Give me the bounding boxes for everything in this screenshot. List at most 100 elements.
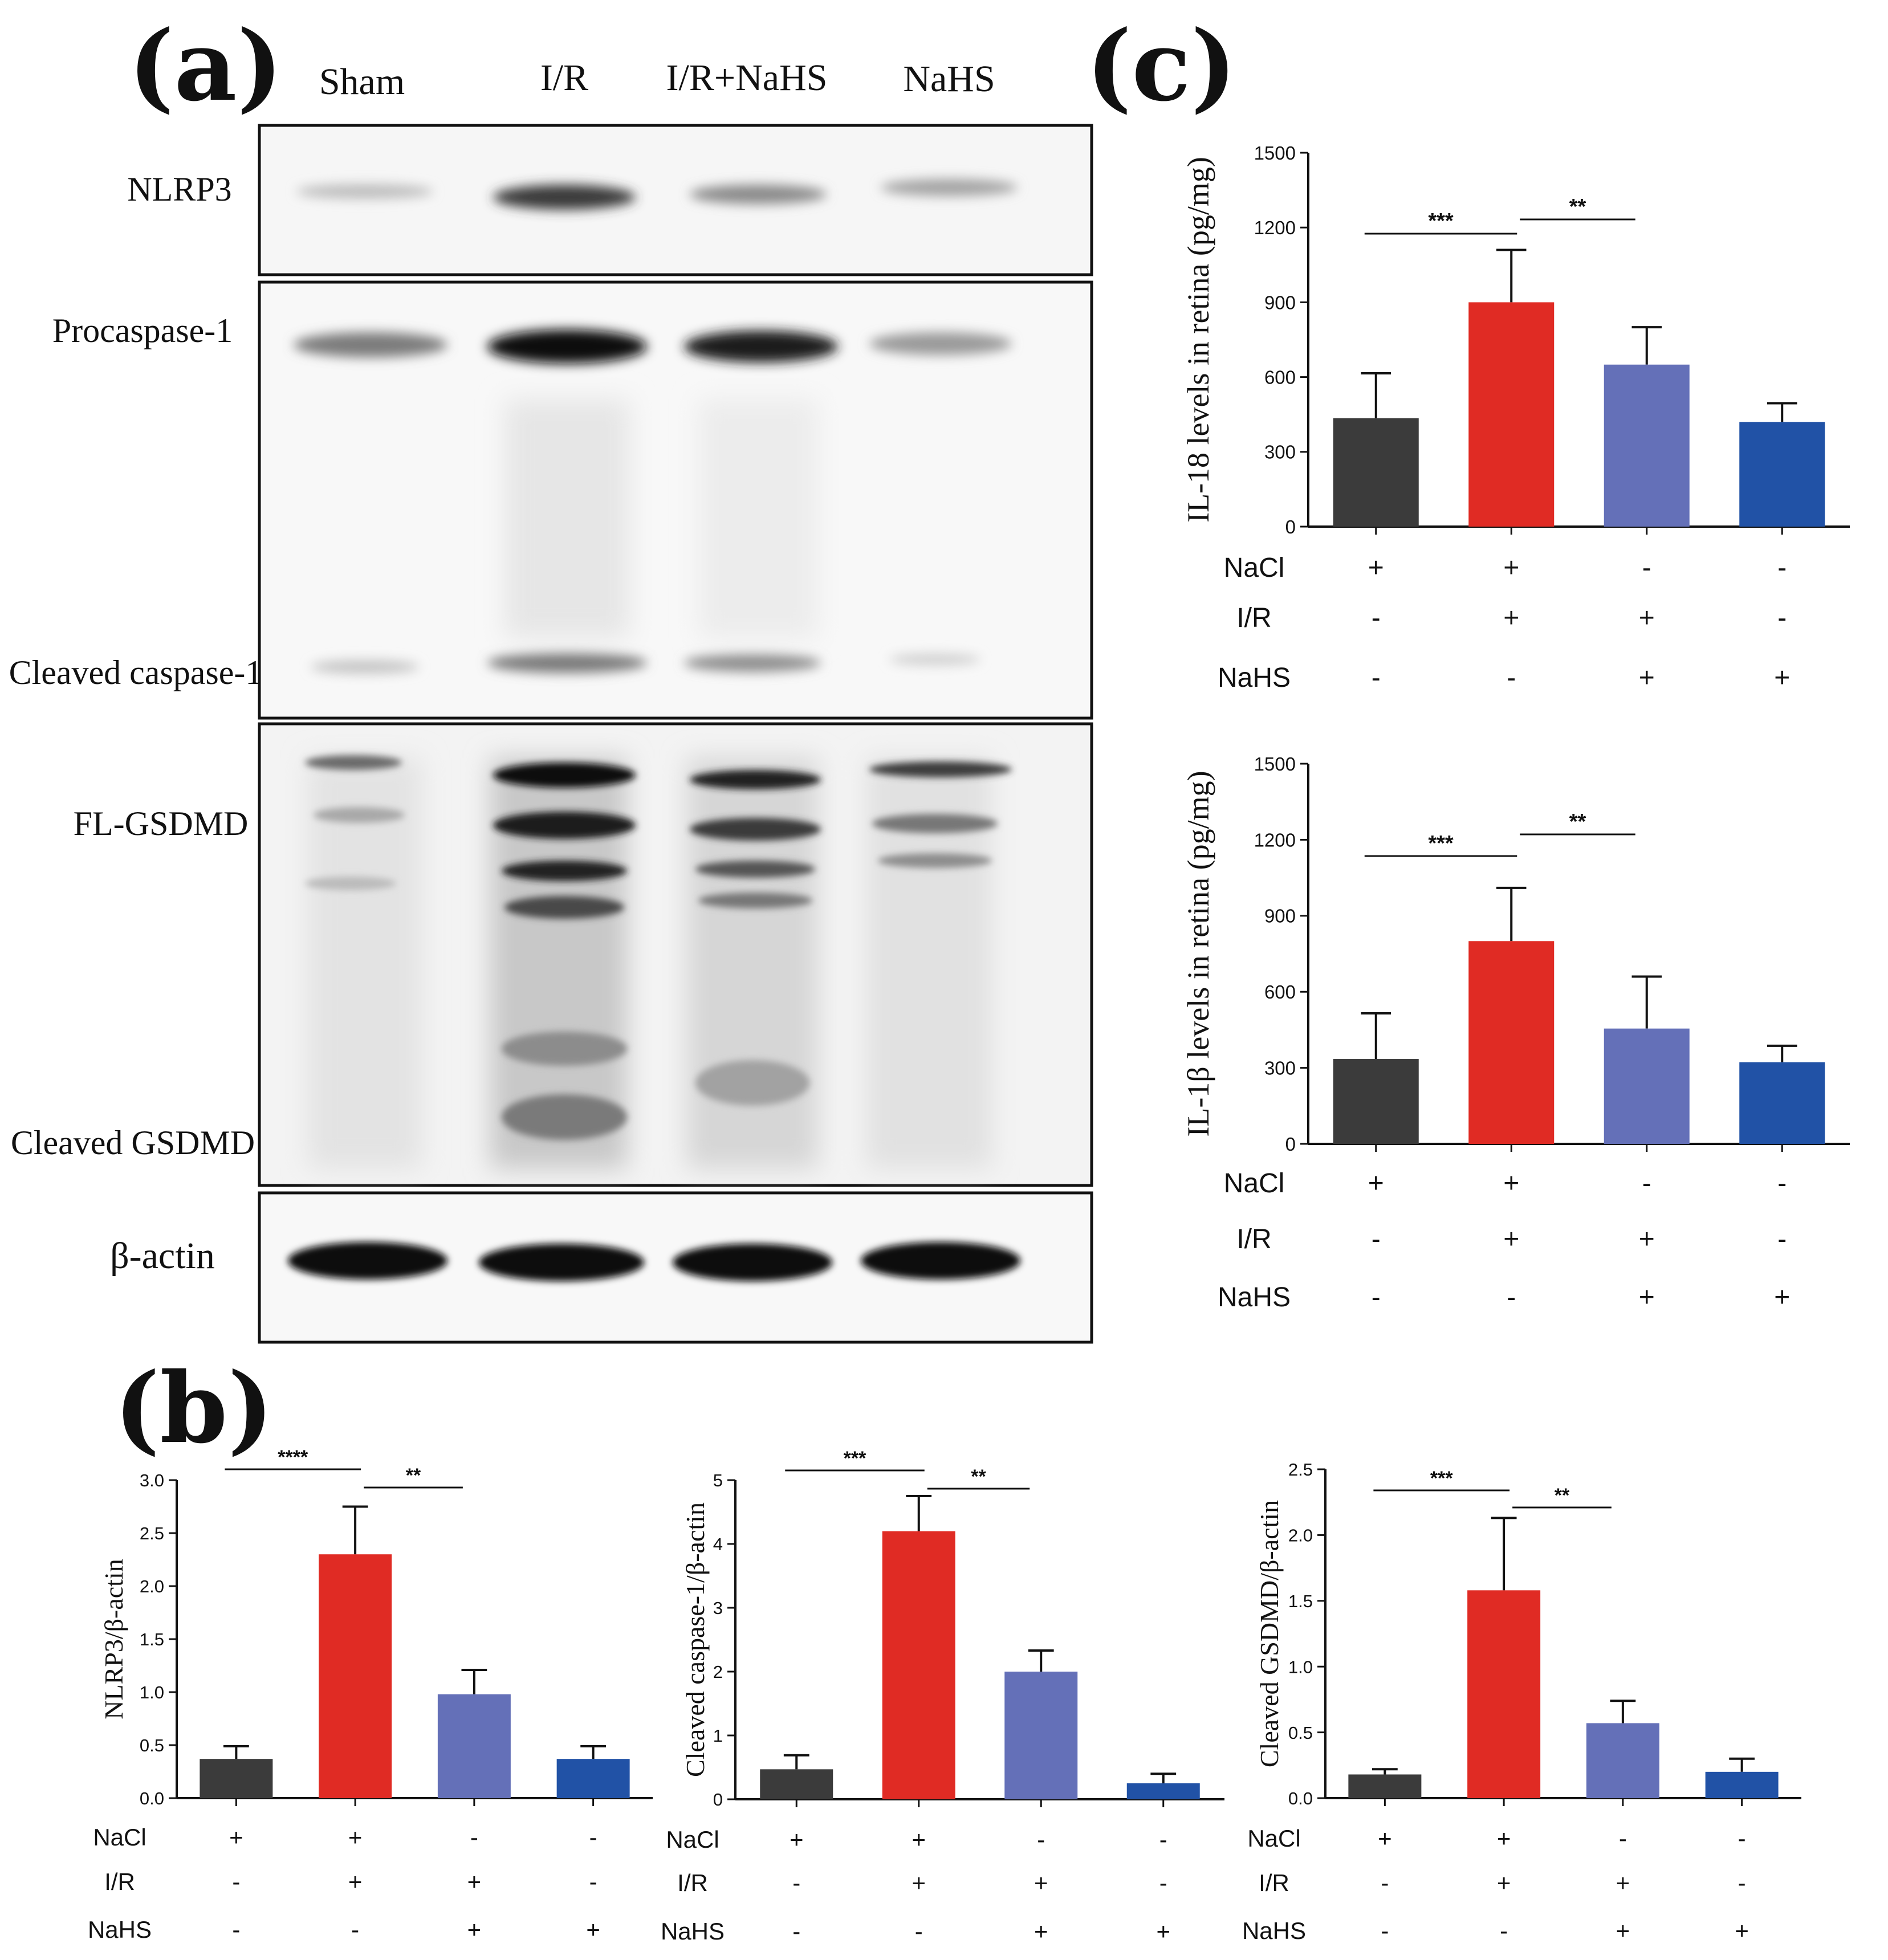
treatment-sign: -	[470, 1824, 478, 1851]
y-tick-label: 1500	[1254, 142, 1296, 164]
row-label-cleaved-caspase: Cleaved caspase-1	[9, 654, 263, 691]
y-tick-label: 0	[1285, 1134, 1296, 1155]
row-label-nlrp3: NLRP3	[127, 170, 231, 208]
y-tick-label: 300	[1264, 442, 1296, 463]
treatment-sign: -	[232, 1868, 240, 1895]
panel-label-c: (c)	[1086, 9, 1236, 123]
treatment-label: NaHS	[88, 1916, 152, 1943]
y-tick-label: 1.5	[1288, 1591, 1313, 1611]
y-tick-label: 1	[713, 1726, 723, 1746]
bar	[882, 1531, 955, 1799]
treatment-sign: +	[1616, 1917, 1630, 1944]
treatment-label: I/R	[1259, 1869, 1289, 1896]
treatment-label: I/R	[1236, 603, 1271, 633]
row-label-fl-gsdmd: FL-GSDMD	[74, 805, 249, 842]
treatment-sign: +	[1034, 1918, 1048, 1945]
y-tick-label: 5	[713, 1470, 723, 1490]
bar	[556, 1759, 630, 1798]
treatment-label: I/R	[1236, 1224, 1271, 1254]
treatment-sign: -	[1777, 603, 1787, 633]
treatment-sign: +	[1503, 1224, 1519, 1254]
y-tick-label: 1.5	[140, 1629, 164, 1649]
bar	[1604, 1028, 1690, 1144]
y-tick-label: 1.0	[1288, 1657, 1313, 1677]
bar	[1468, 941, 1555, 1144]
bar	[1739, 422, 1825, 527]
y-tick-label: 0.5	[1288, 1723, 1313, 1743]
treatment-sign: +	[1034, 1869, 1048, 1896]
y-tick-label: 0.5	[140, 1735, 164, 1755]
treatment-sign: +	[229, 1824, 243, 1851]
blot-gsdmd	[258, 722, 1093, 1187]
treatment-sign: -	[1777, 1224, 1787, 1254]
treatment-label: I/R	[677, 1869, 708, 1896]
row-label-cleaved-gsdmd: Cleaved GSDMD	[11, 1124, 255, 1162]
y-tick-label: 900	[1264, 906, 1296, 927]
treatment-sign: +	[467, 1868, 482, 1895]
treatment-label: NaHS	[1218, 663, 1291, 693]
treatment-sign: +	[1378, 1825, 1392, 1852]
significance-label: ***	[1430, 1468, 1453, 1489]
treatment-sign: -	[1507, 1282, 1516, 1313]
lane-label-nahs: NaHS	[903, 58, 995, 100]
treatment-sign: -	[1777, 553, 1787, 583]
treatment-sign: +	[1639, 603, 1655, 633]
treatment-sign: +	[1774, 663, 1790, 693]
blot-caspase	[258, 280, 1093, 720]
treatment-sign: -	[1372, 663, 1381, 693]
y-tick-label: 2.0	[140, 1576, 164, 1596]
treatment-sign: -	[1372, 1282, 1381, 1313]
bar	[1333, 418, 1419, 527]
bar	[1348, 1774, 1422, 1798]
treatment-label: NaHS	[661, 1918, 725, 1945]
treatment-sign: +	[467, 1916, 482, 1943]
y-axis-label: Cleaved caspase-1/β-actin	[681, 1502, 710, 1777]
significance-label: **	[406, 1465, 421, 1486]
treatment-sign: -	[1642, 1168, 1651, 1199]
treatment-sign: -	[1159, 1826, 1167, 1853]
y-tick-label: 4	[713, 1534, 723, 1554]
treatment-sign: +	[348, 1868, 363, 1895]
treatment-sign: -	[1037, 1826, 1045, 1853]
bar	[1467, 1590, 1541, 1798]
significance-label: **	[1555, 1485, 1570, 1506]
treatment-sign: -	[1372, 1224, 1381, 1254]
bar	[1739, 1062, 1825, 1144]
charts: 0.00.51.01.52.02.53.0NLRP3/β-actin******…	[88, 142, 1850, 1945]
treatment-sign: -	[351, 1916, 359, 1943]
bar	[319, 1554, 392, 1798]
treatment-sign: -	[792, 1869, 800, 1896]
treatment-label: NaCl	[93, 1824, 146, 1851]
treatment-sign: +	[586, 1916, 600, 1943]
treatment-label: I/R	[104, 1868, 135, 1895]
treatment-sign: -	[792, 1918, 800, 1945]
treatment-sign: -	[1507, 663, 1516, 693]
treatment-sign: +	[1368, 553, 1384, 583]
y-tick-label: 300	[1264, 1057, 1296, 1078]
significance-label: ***	[844, 1448, 866, 1469]
bar	[1004, 1672, 1078, 1799]
y-tick-label: 1500	[1254, 753, 1296, 775]
treatment-sign: -	[232, 1916, 240, 1943]
treatment-sign: +	[1639, 663, 1655, 693]
treatment-sign: -	[1738, 1869, 1746, 1896]
treatment-label: NaCl	[1224, 1168, 1285, 1199]
treatment-label: NaHS	[1242, 1917, 1306, 1944]
treatment-label: NaCl	[666, 1826, 719, 1853]
row-label-actin: β-actin	[110, 1235, 215, 1277]
treatment-sign: +	[1616, 1869, 1630, 1896]
blot-nlrp3	[258, 124, 1093, 276]
lane-label-sham: Sham	[319, 61, 405, 103]
lane-label-ir-nahs: I/R+NaHS	[666, 57, 828, 99]
y-tick-label: 2.0	[1288, 1526, 1313, 1546]
significance-label: ***	[1428, 209, 1454, 233]
treatment-sign: -	[1372, 603, 1381, 633]
chart-c1: 0 300 600 900 1200 1500 IL-18 levels in retina…	[1181, 142, 1850, 693]
lane-label-ir: I/R	[540, 57, 588, 99]
treatment-sign: +	[1156, 1918, 1170, 1945]
y-tick-label: 0.0	[1288, 1788, 1313, 1808]
significance-label: **	[1569, 195, 1586, 219]
treatment-sign: -	[1777, 1168, 1787, 1199]
treatment-label: NaCl	[1247, 1825, 1300, 1852]
treatment-sign: -	[1642, 553, 1651, 583]
